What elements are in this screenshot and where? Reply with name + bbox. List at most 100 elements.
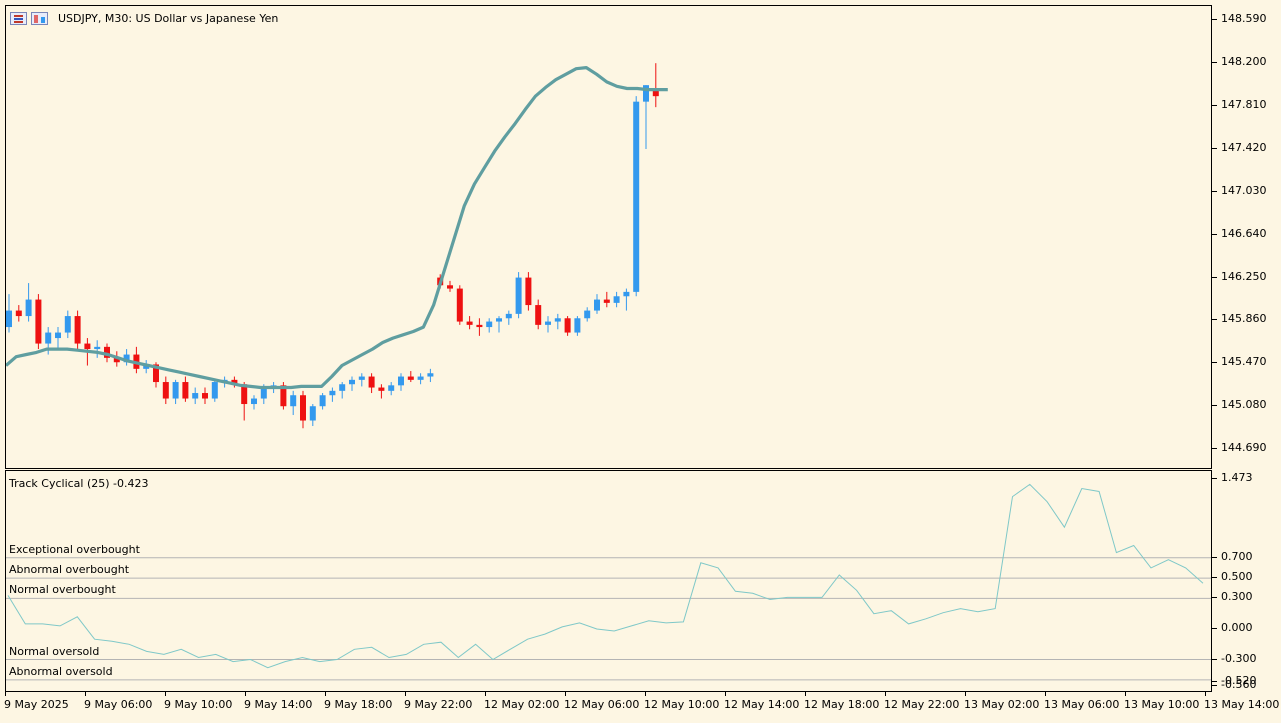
chart-properties-icon[interactable] xyxy=(10,12,27,25)
indicator-tick-mark xyxy=(1212,556,1217,558)
indicator-axis[interactable]: 1.473 0.700 0.500 0.300 0.000 -0.300 -0.520 -0.… xyxy=(1212,470,1281,692)
candle[interactable] xyxy=(594,294,600,314)
candle[interactable] xyxy=(554,313,561,330)
chart-title: USDJPY, M30: US Dollar vs Japanese Yen xyxy=(58,12,279,25)
candle[interactable] xyxy=(456,285,463,325)
candle[interactable] xyxy=(633,96,640,297)
candle[interactable] xyxy=(211,379,218,402)
time-tick-mark xyxy=(245,692,246,696)
candle[interactable] xyxy=(251,395,257,410)
candle[interactable] xyxy=(133,346,140,374)
candle[interactable] xyxy=(613,291,620,308)
candle[interactable] xyxy=(447,280,453,292)
candle[interactable] xyxy=(466,316,473,330)
candle[interactable] xyxy=(241,382,248,421)
candle[interactable] xyxy=(231,376,238,388)
candle[interactable] xyxy=(584,307,591,322)
candle-body xyxy=(574,318,581,333)
candle[interactable] xyxy=(25,283,32,322)
candle[interactable] xyxy=(427,368,434,383)
candle[interactable] xyxy=(64,310,71,339)
candle[interactable] xyxy=(358,373,365,387)
time-tick-mark xyxy=(85,692,86,696)
candle[interactable] xyxy=(505,310,512,325)
candle[interactable] xyxy=(574,316,581,336)
time-tick-label: 12 May 18:00 xyxy=(804,698,880,711)
indicator-canvas[interactable] xyxy=(6,471,1212,692)
candle[interactable] xyxy=(94,340,101,358)
candle[interactable] xyxy=(603,291,610,308)
price-chart-pane[interactable] xyxy=(5,5,1212,469)
price-axis[interactable]: 148.590 148.200 147.810 147.420 147.030 146.6… xyxy=(1212,5,1281,469)
candle-body xyxy=(447,285,453,289)
candle-body xyxy=(427,373,434,377)
candle-body xyxy=(35,299,42,344)
candle[interactable] xyxy=(319,393,326,410)
candle[interactable] xyxy=(652,63,659,108)
candle-body xyxy=(172,382,179,399)
candle[interactable] xyxy=(192,387,199,405)
candle[interactable] xyxy=(15,305,22,322)
candle[interactable] xyxy=(525,272,532,311)
candle[interactable] xyxy=(162,376,169,405)
time-tick-label: 13 May 02:00 xyxy=(964,698,1040,711)
chart-template-icon[interactable] xyxy=(31,12,48,25)
price-tick-label: 148.200 xyxy=(1221,55,1267,69)
candle-body xyxy=(594,299,600,311)
candle-body xyxy=(505,313,512,319)
candle[interactable] xyxy=(368,373,375,394)
candle[interactable] xyxy=(6,294,12,333)
candle[interactable] xyxy=(486,318,493,333)
candle[interactable] xyxy=(378,384,385,399)
candle-body xyxy=(535,305,542,325)
candle-body xyxy=(290,395,297,407)
price-tick-label: 145.080 xyxy=(1221,398,1267,412)
candle[interactable] xyxy=(202,387,208,405)
candle[interactable] xyxy=(55,327,61,350)
candle[interactable] xyxy=(564,316,571,336)
level-label: Abnormal oversold xyxy=(9,664,113,678)
candle[interactable] xyxy=(339,382,346,399)
candle[interactable] xyxy=(398,373,404,391)
candle[interactable] xyxy=(417,373,424,385)
candle[interactable] xyxy=(545,316,551,333)
candle[interactable] xyxy=(515,272,522,319)
price-tick-label: 148.590 xyxy=(1221,12,1267,26)
time-tick-mark xyxy=(645,692,646,696)
candle[interactable] xyxy=(309,404,316,427)
candle[interactable] xyxy=(496,316,502,333)
candle-body xyxy=(260,387,267,399)
price-tick-label: 147.810 xyxy=(1221,98,1267,112)
indicator-pane[interactable] xyxy=(5,470,1212,692)
time-tick-label: 12 May 10:00 xyxy=(644,698,720,711)
candle[interactable] xyxy=(388,382,395,396)
candle[interactable] xyxy=(35,294,42,350)
time-tick-mark xyxy=(405,692,406,696)
candle[interactable] xyxy=(172,379,179,405)
candle-body xyxy=(349,379,355,385)
candle[interactable] xyxy=(407,371,414,383)
candle[interactable] xyxy=(535,299,542,330)
indicator-line[interactable] xyxy=(7,483,1204,669)
candle[interactable] xyxy=(329,387,336,402)
price-tick-mark xyxy=(1212,147,1217,149)
indicator-tick-label: 0.700 xyxy=(1221,549,1253,563)
candle[interactable] xyxy=(123,349,130,366)
candle[interactable] xyxy=(290,390,297,416)
candle[interactable] xyxy=(143,360,150,374)
candle[interactable] xyxy=(476,318,483,336)
candle-body xyxy=(378,387,385,391)
candle-body xyxy=(45,332,52,344)
candle[interactable] xyxy=(623,288,630,311)
time-axis[interactable]: 9 May 2025 9 May 06:00 9 May 10:00 9 May 14… xyxy=(4,692,1281,723)
price-chart-canvas[interactable] xyxy=(6,6,1212,469)
price-tick-label: 145.470 xyxy=(1221,355,1267,369)
candle[interactable] xyxy=(349,376,355,391)
level-label: Abnormal overbought xyxy=(9,563,130,577)
moving-average-line[interactable] xyxy=(6,65,668,390)
candle[interactable] xyxy=(643,85,649,149)
candle[interactable] xyxy=(300,390,306,429)
candle[interactable] xyxy=(74,310,81,350)
candle[interactable] xyxy=(182,376,189,402)
candle-body xyxy=(652,90,659,97)
